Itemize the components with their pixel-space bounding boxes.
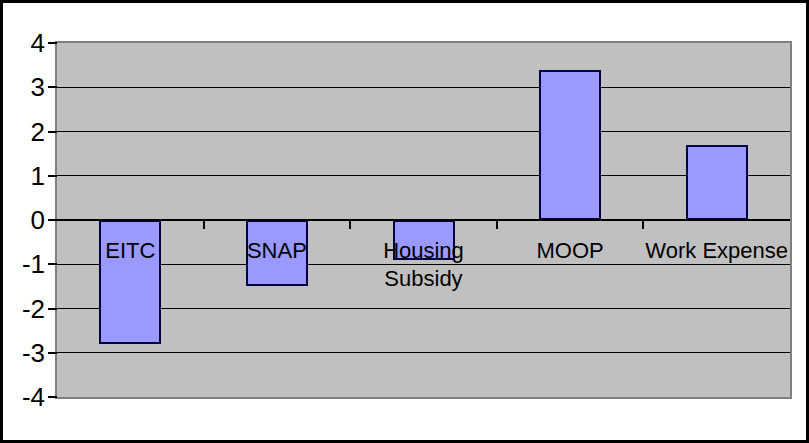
chart-frame: 4 3 2 1 0 -1 -2 -3 -4 EITCSNAPHousingSubsidyMOOPW… [0, 0, 809, 443]
y-axis-tick [48, 86, 57, 88]
y-tick-label: -1 [1, 249, 45, 279]
y-axis-tick [48, 131, 57, 133]
x-category-label: EITC [57, 237, 204, 265]
x-category-label: HousingSubsidy [350, 237, 497, 293]
x-category-label-line: Housing [350, 237, 497, 265]
y-tick-label: -3 [1, 338, 45, 368]
y-axis-tick [48, 396, 57, 398]
y-axis-tick [48, 219, 57, 221]
x-category-label: Work Expense [643, 237, 790, 265]
x-axis-tick [203, 220, 205, 229]
x-category-label-line: Work Expense [643, 237, 790, 265]
y-axis-tick [48, 352, 57, 354]
x-category-label-line: MOOP [497, 237, 644, 265]
gridline [57, 175, 790, 176]
y-tick-label: 2 [1, 117, 45, 147]
x-category-label-line: SNAP [204, 237, 351, 265]
x-category-label-line: Subsidy [350, 265, 497, 293]
bar-work-expense [686, 145, 748, 220]
y-axis-tick [48, 308, 57, 310]
bar-moop [539, 70, 601, 220]
y-tick-label: 4 [1, 28, 45, 58]
plot-area: 43210-1-2-3-4EITCSNAPHousingSubsidyMOOPW… [55, 41, 792, 399]
y-axis-tick [48, 263, 57, 265]
y-axis-tick [48, 175, 57, 177]
x-category-label: MOOP [497, 237, 644, 265]
gridline [57, 131, 790, 132]
y-tick-label: -2 [1, 294, 45, 324]
x-category-label: SNAP [204, 237, 351, 265]
y-tick-label: -4 [1, 382, 45, 412]
x-axis-tick [349, 220, 351, 229]
y-tick-label: 1 [1, 161, 45, 191]
x-axis-line [57, 219, 790, 221]
y-tick-label: 0 [1, 205, 45, 235]
gridline [57, 352, 790, 353]
y-axis-tick [48, 42, 57, 44]
y-tick-label: 3 [1, 72, 45, 102]
gridline [57, 87, 790, 88]
x-axis-tick [496, 220, 498, 229]
gridline [57, 308, 790, 309]
x-axis-tick [642, 220, 644, 229]
x-category-label-line: EITC [57, 237, 204, 265]
